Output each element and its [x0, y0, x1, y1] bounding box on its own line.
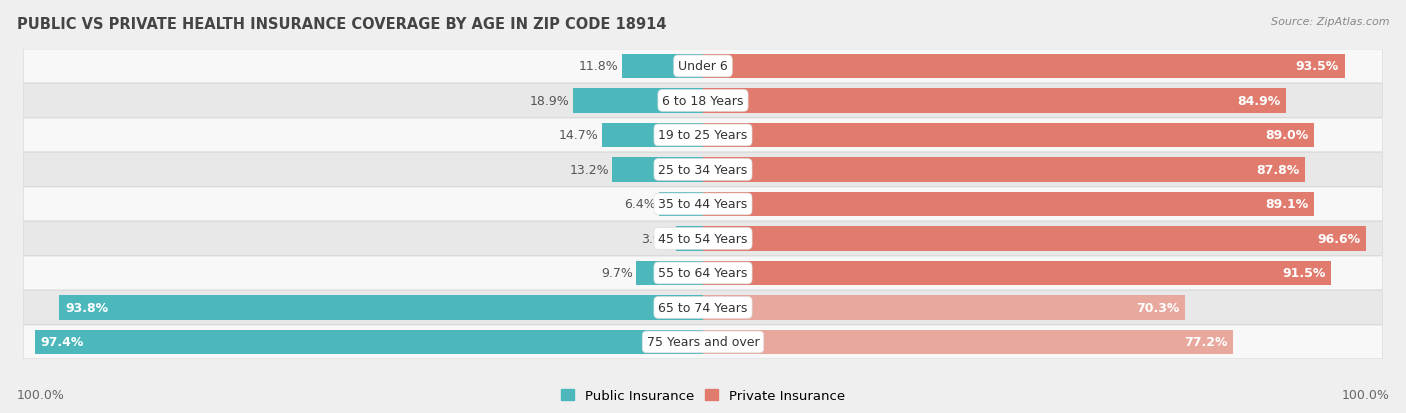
- Text: 97.4%: 97.4%: [41, 336, 83, 349]
- Text: 6 to 18 Years: 6 to 18 Years: [662, 95, 744, 108]
- Text: 93.5%: 93.5%: [1296, 60, 1339, 73]
- Bar: [602, 123, 703, 147]
- Bar: [676, 227, 703, 251]
- Text: 87.8%: 87.8%: [1257, 164, 1301, 176]
- Bar: [703, 296, 1185, 320]
- Text: 25 to 34 Years: 25 to 34 Years: [658, 164, 748, 176]
- FancyBboxPatch shape: [24, 291, 1382, 325]
- Text: 18.9%: 18.9%: [530, 95, 569, 108]
- Text: 100.0%: 100.0%: [1341, 388, 1389, 401]
- Bar: [703, 261, 1331, 285]
- FancyBboxPatch shape: [24, 153, 1382, 187]
- Text: 89.1%: 89.1%: [1265, 198, 1309, 211]
- FancyBboxPatch shape: [24, 84, 1382, 118]
- Bar: [621, 55, 703, 79]
- Bar: [703, 123, 1313, 147]
- Text: 93.8%: 93.8%: [65, 301, 108, 314]
- Text: 13.2%: 13.2%: [569, 164, 609, 176]
- Text: 89.0%: 89.0%: [1265, 129, 1308, 142]
- Bar: [703, 192, 1315, 216]
- Text: Under 6: Under 6: [678, 60, 728, 73]
- Text: 91.5%: 91.5%: [1282, 267, 1326, 280]
- Text: 14.7%: 14.7%: [560, 129, 599, 142]
- Bar: [35, 330, 703, 354]
- Text: 100.0%: 100.0%: [17, 388, 65, 401]
- Text: 3.9%: 3.9%: [641, 233, 673, 245]
- Text: 55 to 64 Years: 55 to 64 Years: [658, 267, 748, 280]
- FancyBboxPatch shape: [24, 222, 1382, 256]
- Text: 84.9%: 84.9%: [1237, 95, 1279, 108]
- Bar: [574, 89, 703, 113]
- Bar: [703, 227, 1365, 251]
- Text: Source: ZipAtlas.com: Source: ZipAtlas.com: [1271, 17, 1389, 26]
- Text: 11.8%: 11.8%: [579, 60, 619, 73]
- FancyBboxPatch shape: [24, 325, 1382, 359]
- Bar: [659, 192, 703, 216]
- FancyBboxPatch shape: [24, 119, 1382, 152]
- Text: 35 to 44 Years: 35 to 44 Years: [658, 198, 748, 211]
- FancyBboxPatch shape: [24, 256, 1382, 290]
- Bar: [703, 55, 1344, 79]
- Text: 77.2%: 77.2%: [1184, 336, 1227, 349]
- Bar: [703, 89, 1285, 113]
- Text: 19 to 25 Years: 19 to 25 Years: [658, 129, 748, 142]
- Bar: [613, 158, 703, 182]
- Bar: [703, 158, 1305, 182]
- Text: PUBLIC VS PRIVATE HEALTH INSURANCE COVERAGE BY AGE IN ZIP CODE 18914: PUBLIC VS PRIVATE HEALTH INSURANCE COVER…: [17, 17, 666, 31]
- Bar: [59, 296, 703, 320]
- FancyBboxPatch shape: [24, 50, 1382, 83]
- Legend: Public Insurance, Private Insurance: Public Insurance, Private Insurance: [561, 389, 845, 402]
- Text: 45 to 54 Years: 45 to 54 Years: [658, 233, 748, 245]
- FancyBboxPatch shape: [24, 188, 1382, 221]
- Bar: [703, 330, 1233, 354]
- Text: 96.6%: 96.6%: [1317, 233, 1361, 245]
- Text: 65 to 74 Years: 65 to 74 Years: [658, 301, 748, 314]
- Text: 75 Years and over: 75 Years and over: [647, 336, 759, 349]
- Text: 6.4%: 6.4%: [624, 198, 655, 211]
- Bar: [637, 261, 703, 285]
- Text: 70.3%: 70.3%: [1136, 301, 1180, 314]
- Text: 9.7%: 9.7%: [602, 267, 633, 280]
